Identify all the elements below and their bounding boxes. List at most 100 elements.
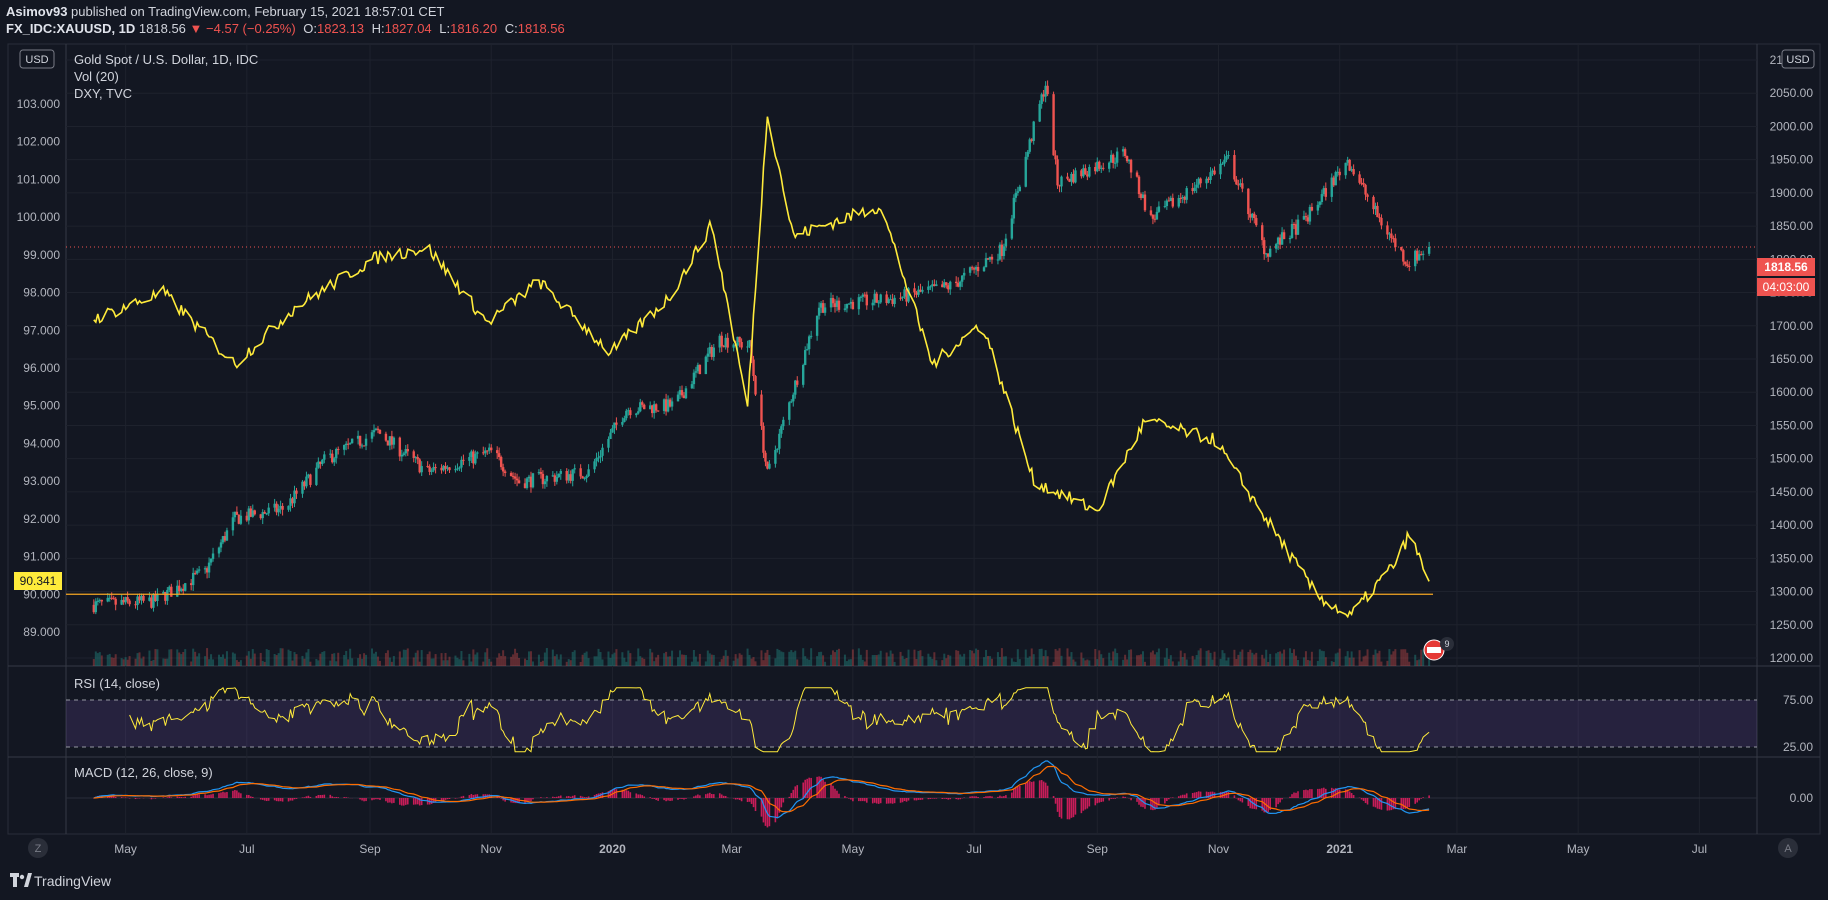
macd-histogram-bar	[1080, 798, 1083, 814]
macd-histogram-bar	[907, 798, 910, 801]
volume-bar	[1227, 657, 1230, 666]
macd-histogram-bar	[621, 789, 624, 798]
legend-rsi[interactable]: RSI (14, close)	[74, 676, 160, 691]
candle-body	[263, 512, 266, 514]
macd-histogram-bar	[955, 798, 958, 800]
macd-histogram-bar	[750, 798, 753, 804]
volume-bar	[374, 651, 377, 666]
candle-body	[98, 599, 101, 601]
volume-bar	[1195, 655, 1198, 666]
volume-bar	[184, 649, 187, 666]
candle-body	[1026, 151, 1029, 157]
volume-bar	[462, 660, 465, 666]
candle-body	[585, 475, 588, 479]
macd-histogram-bar	[226, 792, 228, 798]
candle-body	[1400, 247, 1403, 251]
candle-body	[1165, 200, 1169, 207]
macd-histogram-bar	[532, 798, 534, 800]
volume-bar	[1213, 651, 1216, 666]
candle-body	[406, 449, 409, 452]
legend-main[interactable]: Gold Spot / U.S. Dollar, 1D, IDC	[74, 52, 258, 67]
macd-histogram-bar	[301, 797, 304, 798]
volume-bar	[1388, 649, 1391, 666]
macd-histogram-bar	[987, 796, 989, 798]
candle-body	[1028, 139, 1031, 152]
volume-bar	[504, 656, 507, 666]
candle-body	[1274, 244, 1278, 249]
volume-bar	[150, 660, 153, 666]
volume-bar	[1060, 655, 1063, 666]
currency-left-badge[interactable]: USD	[19, 49, 55, 69]
candle-body	[386, 440, 390, 446]
volume-bar	[388, 657, 391, 666]
macd-histogram-bar	[669, 798, 671, 801]
volume-bar	[639, 656, 642, 666]
volume-bar	[806, 658, 809, 666]
zoom-button[interactable]: Z	[28, 838, 48, 858]
candle-body	[378, 429, 382, 434]
macd-histogram-bar	[305, 796, 308, 798]
candle-body	[1414, 250, 1417, 267]
candle-body	[247, 508, 251, 521]
volume-bar	[680, 654, 683, 666]
candle-body	[1052, 94, 1055, 156]
candle-body	[1336, 171, 1339, 173]
candle-body	[1419, 254, 1423, 256]
macd-histogram-bar	[323, 794, 326, 798]
macd-histogram-bar	[567, 796, 570, 798]
candle-body	[205, 568, 209, 573]
volume-bar	[263, 661, 266, 666]
volume-bar	[518, 657, 521, 666]
volume-bar	[738, 653, 741, 666]
tradingview-brand[interactable]: TradingView	[34, 873, 112, 889]
volume-bar	[190, 661, 193, 666]
macd-histogram-bar	[889, 798, 892, 804]
volume-bar	[1197, 650, 1200, 666]
macd-histogram-bar	[804, 779, 806, 798]
tradingview-logo-icon[interactable]	[10, 872, 32, 888]
volume-bar	[762, 660, 765, 666]
volume-bar	[587, 658, 590, 666]
volume-bar	[472, 649, 475, 666]
candle-body	[851, 301, 855, 310]
macd-histogram-bar	[802, 782, 805, 798]
dxy-series	[66, 116, 1433, 619]
volume-bar	[1420, 649, 1423, 666]
volume-bar	[510, 656, 513, 666]
candle-body	[873, 293, 876, 303]
events-icon[interactable]: 9	[1423, 637, 1454, 661]
candle-body	[931, 284, 934, 287]
dxy-y-tick: 96.000	[23, 361, 60, 375]
macd-histogram-bar	[1378, 798, 1381, 810]
candle-body	[1086, 174, 1089, 177]
macd-histogram-bar	[204, 794, 206, 798]
candle-body	[968, 267, 972, 273]
candle-body	[476, 452, 479, 454]
auto-scale-button[interactable]: A	[1778, 838, 1798, 858]
last-price: 1818.56	[138, 21, 186, 36]
author-name[interactable]: Asimov93	[6, 4, 68, 19]
volume-bar	[907, 649, 910, 666]
candle-body	[490, 447, 493, 451]
macd-histogram-bar	[816, 776, 818, 798]
legend-volume[interactable]: Vol (20)	[74, 69, 119, 84]
candle-body	[414, 457, 417, 459]
macd-histogram-bar	[740, 798, 743, 802]
legend-macd[interactable]: MACD (12, 26, close, 9)	[74, 765, 213, 780]
candle-body	[863, 294, 867, 296]
candle-body	[690, 384, 694, 389]
volume-bar	[722, 655, 725, 666]
macd-histogram-bar	[1038, 780, 1041, 798]
candle-body	[1362, 182, 1365, 185]
legend-dxy[interactable]: DXY, TVC	[74, 86, 132, 101]
candle-body	[559, 471, 562, 474]
macd-histogram-bar	[971, 796, 973, 798]
currency-right-badge[interactable]: USD	[1781, 49, 1815, 69]
volume-bar	[859, 654, 862, 666]
macd-histogram-bar	[865, 798, 868, 803]
candle-body	[974, 266, 978, 270]
candle-body	[768, 463, 771, 469]
volume-bar	[764, 652, 767, 666]
volume-bar	[1122, 659, 1125, 666]
